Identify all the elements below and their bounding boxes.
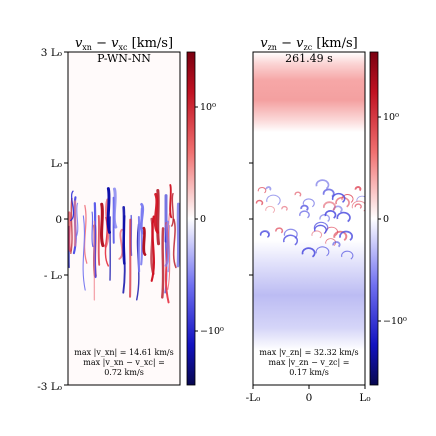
field-swirl bbox=[313, 221, 329, 233]
field-swirl bbox=[281, 205, 288, 211]
svg-text:0.72 km/s: 0.72 km/s bbox=[104, 368, 144, 377]
field-streak bbox=[150, 215, 155, 282]
left-title: vxn − vxc [km/s] bbox=[75, 36, 173, 52]
field-swirl bbox=[354, 186, 362, 192]
y-tick-label: L₀ bbox=[51, 158, 62, 170]
field-swirl bbox=[257, 186, 267, 194]
field-swirl bbox=[319, 214, 331, 222]
left-subtitle: P-WN-NN bbox=[97, 52, 151, 65]
field-streak bbox=[142, 226, 147, 256]
left-panel: vxn − vxc [km/s] P-WN-NN 3 L₀ L₀ 0 - L₀ … bbox=[37, 36, 224, 393]
left-colorbar: 10⁰ 0 −10⁰ bbox=[186, 51, 224, 386]
svg-text:max |v_xn − v_xc| =: max |v_xn − v_xc| = bbox=[83, 358, 165, 367]
lower-blue-band bbox=[253, 240, 365, 350]
field-swirl bbox=[283, 228, 298, 239]
field-swirl bbox=[339, 230, 353, 241]
field-swirl bbox=[301, 247, 316, 258]
field-streak bbox=[91, 211, 94, 248]
colorbar-tick-label: 0 bbox=[200, 214, 206, 225]
field-streak bbox=[161, 227, 165, 299]
field-swirl bbox=[313, 224, 327, 235]
colorbar-tick-label: 10⁰ bbox=[200, 102, 216, 113]
field-swirl bbox=[255, 199, 264, 206]
field-streak bbox=[106, 187, 112, 234]
right-panel: vzn − vzc [km/s] 261.49 s -L₀ 0 L₀ max |… bbox=[246, 36, 407, 404]
right-title: vzn − vzc [km/s] bbox=[260, 36, 358, 52]
field-swirl bbox=[356, 195, 365, 202]
field-swirl bbox=[265, 186, 272, 191]
field-streak bbox=[164, 220, 170, 267]
field-streak bbox=[100, 202, 105, 248]
colorbar-tick-label: 0 bbox=[383, 214, 389, 225]
field-swirl bbox=[299, 210, 310, 219]
field-swirl bbox=[275, 227, 284, 234]
field-swirl bbox=[325, 238, 337, 247]
field-swirl bbox=[341, 250, 354, 260]
field-streak bbox=[68, 211, 72, 252]
svg-text:max |v_zn − v_zc| =: max |v_zn − v_zc| = bbox=[269, 358, 350, 367]
y-tick-label: 0 bbox=[55, 214, 62, 226]
field-streak bbox=[153, 192, 160, 234]
field-streak bbox=[75, 202, 79, 238]
left-y-axis: 3 L₀ L₀ 0 - L₀ -3 L₀ bbox=[37, 47, 68, 393]
x-tick-label: 0 bbox=[306, 392, 313, 404]
right-y-axis bbox=[249, 162, 253, 276]
field-streak bbox=[169, 184, 173, 219]
field-swirl bbox=[341, 194, 354, 203]
right-colorbar: 10⁰ 0 −10⁰ bbox=[369, 51, 407, 386]
y-tick-label: 3 L₀ bbox=[41, 47, 62, 59]
field-streak bbox=[112, 187, 118, 229]
field-streak bbox=[69, 190, 75, 222]
field-swirl bbox=[311, 230, 323, 239]
field-swirl bbox=[332, 241, 341, 248]
field-streak bbox=[97, 214, 101, 266]
field-swirl bbox=[283, 234, 299, 246]
field-swirl bbox=[331, 192, 346, 203]
colorbar-tick-label: −10⁰ bbox=[383, 316, 407, 327]
colorbar-tick-label: −10⁰ bbox=[200, 326, 224, 337]
field-swirl bbox=[300, 204, 309, 211]
field-swirl bbox=[351, 200, 365, 212]
right-x-axis: -L₀ 0 L₀ bbox=[246, 385, 371, 404]
field-streak bbox=[139, 202, 145, 235]
svg-text:0.17 km/s: 0.17 km/s bbox=[289, 368, 329, 377]
field-streak bbox=[122, 205, 126, 265]
field-swirl bbox=[265, 205, 275, 213]
field-streak bbox=[172, 218, 177, 269]
right-annotation: max |v_zn| = 32.32 km/s max |v_zn − v_zc… bbox=[259, 348, 358, 377]
field-swirl bbox=[315, 179, 330, 190]
field-streak bbox=[70, 197, 73, 254]
field-swirl bbox=[336, 211, 351, 223]
colorbar-tick-label: 10⁰ bbox=[383, 112, 399, 123]
left-annotation: max |v_xn| = 14.61 km/s max |v_xn − v_xc… bbox=[74, 348, 173, 377]
field-streak bbox=[104, 216, 109, 267]
field-swirl bbox=[354, 203, 362, 209]
field-streak bbox=[118, 228, 124, 260]
field-swirl bbox=[302, 198, 315, 208]
y-tick-label: - L₀ bbox=[44, 270, 62, 282]
field-swirl bbox=[294, 191, 302, 197]
field-streak bbox=[83, 204, 88, 264]
upper-red-band bbox=[253, 52, 365, 132]
x-tick-label: L₀ bbox=[359, 392, 370, 404]
svg-text:max |v_xn| = 14.61 km/s: max |v_xn| = 14.61 km/s bbox=[74, 348, 173, 357]
field-streak bbox=[171, 192, 174, 227]
left-velocity-field bbox=[68, 184, 180, 304]
field-streak bbox=[82, 215, 86, 291]
field-swirl bbox=[266, 194, 281, 206]
right-subtitle: 261.49 s bbox=[285, 52, 333, 65]
field-swirl bbox=[315, 246, 330, 257]
right-velocity-field bbox=[253, 52, 365, 350]
field-swirl bbox=[260, 231, 270, 238]
field-streak bbox=[156, 189, 161, 246]
x-tick-label: -L₀ bbox=[246, 392, 261, 404]
svg-text:max |v_zn| = 32.32 km/s: max |v_zn| = 32.32 km/s bbox=[259, 348, 358, 357]
y-tick-label: -3 L₀ bbox=[37, 381, 62, 393]
field-swirl bbox=[322, 201, 336, 211]
